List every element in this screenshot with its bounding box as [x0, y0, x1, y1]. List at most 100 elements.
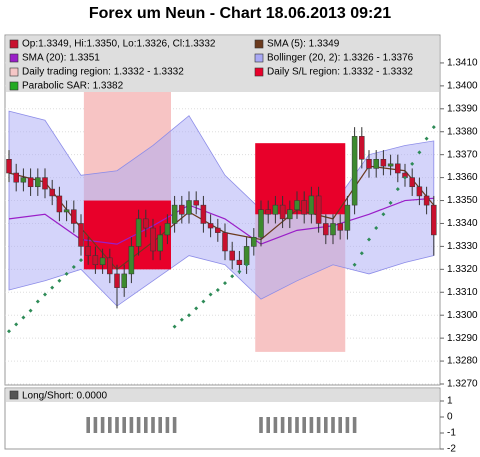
- long-short-bar: [288, 417, 292, 433]
- long-short-bar: [324, 417, 328, 433]
- long-short-bar: [165, 417, 170, 433]
- legend-label: Daily S/L region: 1.3332 - 1.3332: [267, 67, 413, 78]
- candle-body: [416, 186, 423, 197]
- sar-dot: [395, 187, 400, 192]
- legend-swatch: [9, 53, 19, 63]
- y-tick-label: -1: [447, 428, 456, 439]
- candle-body: [107, 257, 113, 275]
- candle-body: [143, 218, 149, 229]
- sar-dot: [244, 262, 249, 267]
- sar-dot: [208, 292, 213, 297]
- sar-dot: [179, 317, 184, 322]
- candle-body: [200, 204, 207, 224]
- long-short-bar: [136, 417, 141, 433]
- long-short-bar: [151, 417, 155, 433]
- candle-body: [409, 177, 415, 188]
- candle-body: [236, 259, 243, 265]
- y-tick-label: 1.3310: [447, 287, 478, 298]
- long-short-bar: [172, 417, 177, 433]
- candle-body: [279, 204, 286, 220]
- sar-dot: [215, 287, 220, 292]
- long-short-bar: [295, 417, 299, 433]
- long-short-bar: [158, 417, 162, 433]
- legend-swatch: [9, 81, 19, 91]
- candle-body: [366, 159, 372, 169]
- long-short-bar: [129, 417, 134, 433]
- candle-body: [99, 257, 106, 265]
- candle-body: [215, 227, 221, 233]
- y-tick-label: 1.3370: [447, 149, 478, 160]
- y-tick-label: 1.3280: [447, 356, 478, 367]
- long-short-bar: [100, 417, 105, 433]
- candle-body: [387, 163, 394, 167]
- long-short-bar: [280, 417, 285, 433]
- candle-body: [78, 223, 84, 247]
- lower-title: Long/Short: 0.0000: [22, 391, 108, 402]
- sar-dot: [374, 226, 379, 231]
- sar-dot: [35, 299, 40, 304]
- candle-body: [380, 159, 387, 167]
- candle-body: [49, 188, 55, 197]
- sar-dot: [64, 271, 69, 276]
- sar-dot: [21, 315, 26, 320]
- candle-body: [6, 159, 12, 174]
- candle-body: [193, 200, 199, 206]
- y-tick-label: 1.3290: [447, 333, 478, 344]
- candle-body: [258, 209, 264, 238]
- sar-dot: [57, 278, 62, 283]
- legend-label: Parabolic SAR: 1.3382: [22, 81, 124, 92]
- lower-legend-box: [6, 389, 439, 402]
- candle-body: [92, 255, 99, 265]
- y-tick-label: 1.3300: [447, 310, 478, 321]
- candle-body: [56, 195, 63, 213]
- candle-body: [186, 200, 192, 215]
- candle-body: [359, 136, 365, 160]
- sar-dot: [172, 324, 177, 329]
- legend-label: SMA (20): 1.3351: [22, 53, 100, 64]
- candle-body: [301, 200, 307, 215]
- candle-body: [20, 177, 27, 183]
- candle-body: [164, 223, 171, 236]
- sar-dot: [194, 306, 199, 311]
- long-short-bar: [331, 417, 335, 433]
- sar-dot: [71, 265, 76, 270]
- long-short-bar: [86, 417, 90, 433]
- candle-body: [423, 195, 430, 206]
- sar-dot: [201, 299, 206, 304]
- sar-dot: [388, 200, 393, 205]
- sar-dot: [424, 136, 429, 141]
- long-short-bar: [259, 417, 263, 433]
- sar-dot: [43, 292, 47, 297]
- y-tick-label: 1.3400: [447, 81, 478, 92]
- y-tick-label: 1.3270: [447, 379, 478, 390]
- legend-swatch: [9, 67, 19, 77]
- candle-body: [337, 223, 343, 231]
- y-tick-label: 1.3320: [447, 264, 478, 275]
- long-short-bar: [338, 417, 342, 433]
- y-tick-label: 1.3360: [447, 172, 478, 183]
- sar-dot: [417, 150, 422, 155]
- legend-label: SMA (5): 1.3349: [267, 39, 340, 50]
- candle-body: [431, 204, 437, 236]
- legend-swatch: [254, 39, 264, 49]
- long-short-bar: [309, 417, 314, 433]
- candle-body: [272, 204, 279, 215]
- legend-swatch: [9, 39, 19, 49]
- candle-body: [135, 218, 142, 247]
- y-tick-label: 1.3350: [447, 195, 478, 206]
- sar-dot: [237, 269, 242, 274]
- candle-body: [395, 163, 401, 174]
- candle-body: [344, 204, 351, 231]
- long-short-bar: [93, 417, 98, 433]
- long-short-bar: [352, 417, 357, 433]
- long-short-bar: [122, 417, 126, 433]
- sar-dot: [28, 308, 33, 313]
- candle-body: [243, 246, 250, 265]
- legend-swatch: [254, 67, 264, 77]
- candle-body: [222, 232, 228, 252]
- candle-body: [294, 200, 300, 210]
- y-tick-label: 1.3330: [447, 241, 478, 252]
- sar-dot: [230, 274, 235, 279]
- legend-label: Bollinger (20, 2): 1.3326 - 1.3376: [267, 53, 414, 64]
- sar-dot: [7, 329, 11, 334]
